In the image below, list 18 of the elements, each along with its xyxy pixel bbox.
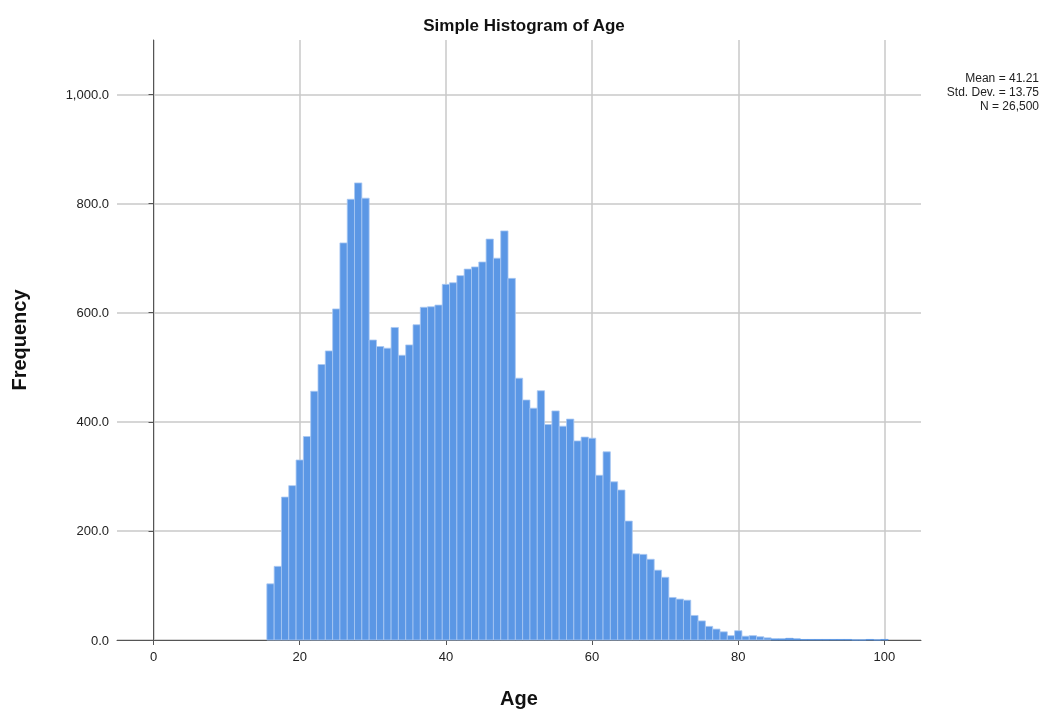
y-tick-label: 600.0 — [76, 305, 109, 321]
x-tick-label: 100 — [873, 649, 896, 664]
y-axis-title: Frequency — [8, 288, 30, 391]
x-tick-label: 20 — [292, 649, 307, 664]
x-tick-label: 60 — [584, 649, 600, 664]
x-tick-label: 0 — [149, 649, 158, 664]
text: Std. Dev. = 13.75 — [946, 85, 1040, 99]
y-tick-label: 200.0 — [76, 523, 109, 539]
text: N = 26,500 — [979, 99, 1040, 113]
x-axis-title: Age — [500, 687, 538, 709]
y-tick-label: 0.0 — [90, 632, 109, 648]
chart-title: Simple Histogram of Age — [423, 16, 625, 35]
text: Mean = 41.21 — [965, 71, 1040, 85]
y-tick-label: 1,000.0 — [65, 87, 109, 103]
y-tick-label: 400.0 — [76, 414, 109, 430]
x-tick-label: 40 — [438, 649, 454, 664]
y-tick-label: 800.0 — [76, 196, 109, 212]
x-tick-label: 80 — [731, 649, 746, 664]
